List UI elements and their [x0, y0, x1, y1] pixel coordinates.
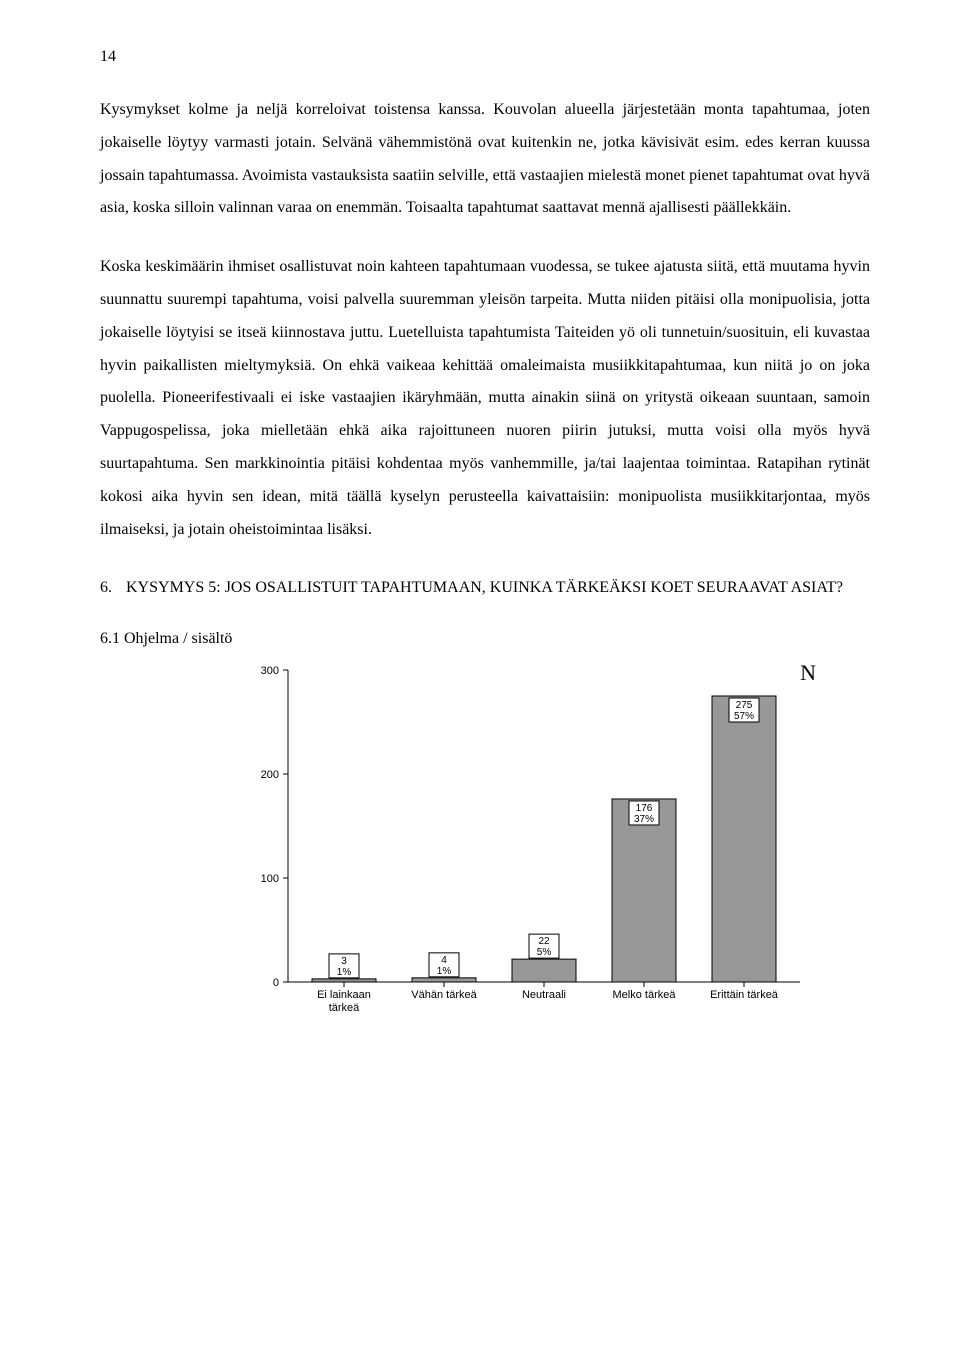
svg-text:Neutraali: Neutraali [522, 989, 566, 1001]
subheading: 6.1 Ohjelma / sisältö [100, 623, 870, 656]
legend-n: N [800, 660, 816, 686]
svg-text:3: 3 [341, 956, 347, 967]
svg-text:Erittäin tärkeä: Erittäin tärkeä [710, 989, 779, 1001]
svg-text:37%: 37% [634, 814, 654, 825]
svg-text:tärkeä: tärkeä [329, 1002, 360, 1014]
heading-number: 6. [100, 572, 126, 605]
svg-text:200: 200 [261, 769, 279, 781]
svg-text:300: 300 [261, 665, 279, 677]
svg-text:0: 0 [273, 977, 279, 989]
svg-text:4: 4 [441, 955, 447, 966]
paragraph-1: Kysymykset kolme ja neljä korreloivat to… [100, 94, 870, 225]
svg-text:22: 22 [538, 936, 550, 947]
svg-text:Vähän tärkeä: Vähän tärkeä [411, 989, 477, 1001]
section-heading: 6. KYSYMYS 5: JOS OSALLISTUIT TAPAHTUMAA… [100, 572, 870, 605]
svg-text:1%: 1% [437, 966, 452, 977]
svg-text:Ei lainkaan: Ei lainkaan [317, 989, 371, 1001]
bar-chart: N 0100200300Ei lainkaantärkeä31%Vähän tä… [240, 662, 810, 1017]
paragraph-2: Koska keskimäärin ihmiset osallistuvat n… [100, 251, 870, 546]
svg-text:1%: 1% [337, 967, 352, 978]
svg-text:176: 176 [636, 803, 653, 814]
chart-svg: 0100200300Ei lainkaantärkeä31%Vähän tärk… [240, 662, 810, 1017]
svg-text:Melko tärkeä: Melko tärkeä [613, 989, 677, 1001]
svg-text:100: 100 [261, 873, 279, 885]
page-number: 14 [100, 48, 870, 66]
svg-text:5%: 5% [537, 947, 552, 958]
heading-text: KYSYMYS 5: JOS OSALLISTUIT TAPAHTUMAAN, … [126, 572, 870, 605]
svg-text:57%: 57% [734, 711, 754, 722]
svg-text:275: 275 [736, 700, 753, 711]
